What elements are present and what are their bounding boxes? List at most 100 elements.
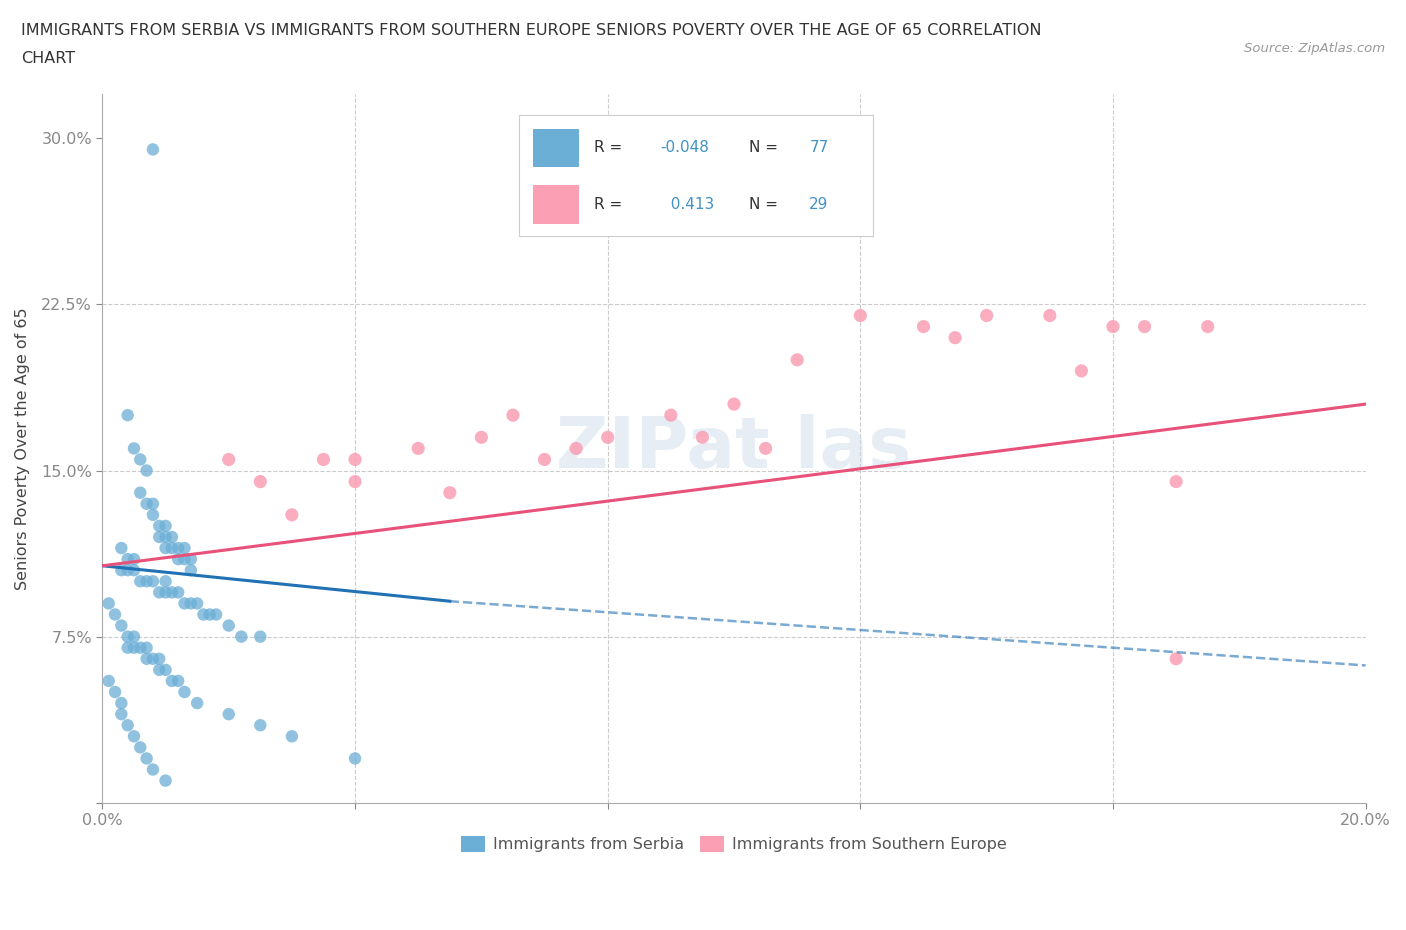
Point [180, 551, 202, 566]
Point [249, 474, 271, 489]
Text: ZIPat las: ZIPat las [557, 414, 911, 483]
Point [129, 574, 152, 589]
Point [231, 630, 253, 644]
Point [173, 551, 195, 566]
Point [596, 430, 619, 445]
Point [1197, 319, 1219, 334]
Point [110, 618, 132, 633]
Point [470, 430, 492, 445]
Point [218, 452, 240, 467]
Point [142, 142, 165, 157]
Legend: Immigrants from Serbia, Immigrants from Southern Europe: Immigrants from Serbia, Immigrants from … [454, 830, 1014, 858]
Point [344, 751, 367, 766]
Point [135, 751, 157, 766]
Point [218, 618, 240, 633]
Point [180, 563, 202, 578]
Point [129, 640, 152, 655]
Point [155, 773, 177, 788]
Text: Source: ZipAtlas.com: Source: ZipAtlas.com [1244, 42, 1385, 55]
Point [167, 540, 190, 555]
Point [142, 651, 165, 666]
Point [135, 574, 157, 589]
Point [1166, 651, 1188, 666]
Point [659, 407, 682, 422]
Point [142, 574, 165, 589]
Point [129, 452, 152, 467]
Point [155, 574, 177, 589]
Point [533, 452, 555, 467]
Point [1166, 474, 1188, 489]
Point [249, 718, 271, 733]
Point [344, 452, 367, 467]
Point [97, 673, 120, 688]
Point [117, 407, 139, 422]
Point [281, 508, 304, 523]
Point [249, 630, 271, 644]
Point [117, 563, 139, 578]
Point [502, 407, 524, 422]
Point [135, 497, 157, 512]
Point [186, 596, 208, 611]
Point [193, 607, 215, 622]
Point [160, 540, 183, 555]
Point [122, 441, 145, 456]
Point [692, 430, 714, 445]
Point [755, 441, 778, 456]
Point [160, 673, 183, 688]
Point [205, 607, 228, 622]
Point [167, 551, 190, 566]
Point [104, 684, 127, 699]
Point [142, 508, 165, 523]
Point [723, 397, 745, 412]
Point [148, 651, 170, 666]
Point [849, 308, 872, 323]
Point [148, 585, 170, 600]
Point [110, 563, 132, 578]
Point [173, 540, 195, 555]
Point [173, 596, 195, 611]
Point [155, 662, 177, 677]
Point [104, 607, 127, 622]
Point [167, 585, 190, 600]
Point [406, 441, 429, 456]
Point [186, 696, 208, 711]
Point [976, 308, 998, 323]
Point [135, 463, 157, 478]
Point [439, 485, 461, 500]
Point [1039, 308, 1062, 323]
Point [122, 551, 145, 566]
Point [155, 518, 177, 533]
Point [117, 640, 139, 655]
Point [110, 696, 132, 711]
Point [1102, 319, 1125, 334]
Point [129, 740, 152, 755]
Point [155, 529, 177, 544]
Text: CHART: CHART [21, 51, 75, 66]
Point [160, 529, 183, 544]
Point [148, 518, 170, 533]
Point [148, 662, 170, 677]
Point [122, 729, 145, 744]
Point [110, 540, 132, 555]
Point [148, 529, 170, 544]
Point [142, 762, 165, 777]
Point [117, 718, 139, 733]
Point [142, 497, 165, 512]
Y-axis label: Seniors Poverty Over the Age of 65: Seniors Poverty Over the Age of 65 [15, 307, 30, 590]
Point [344, 474, 367, 489]
Point [135, 651, 157, 666]
Point [312, 452, 335, 467]
Point [786, 352, 808, 367]
Point [218, 707, 240, 722]
Point [565, 441, 588, 456]
Point [122, 640, 145, 655]
Point [129, 485, 152, 500]
Point [281, 729, 304, 744]
Point [97, 596, 120, 611]
Point [167, 673, 190, 688]
Point [135, 640, 157, 655]
Point [117, 551, 139, 566]
Point [912, 319, 935, 334]
Point [122, 563, 145, 578]
Point [943, 330, 966, 345]
